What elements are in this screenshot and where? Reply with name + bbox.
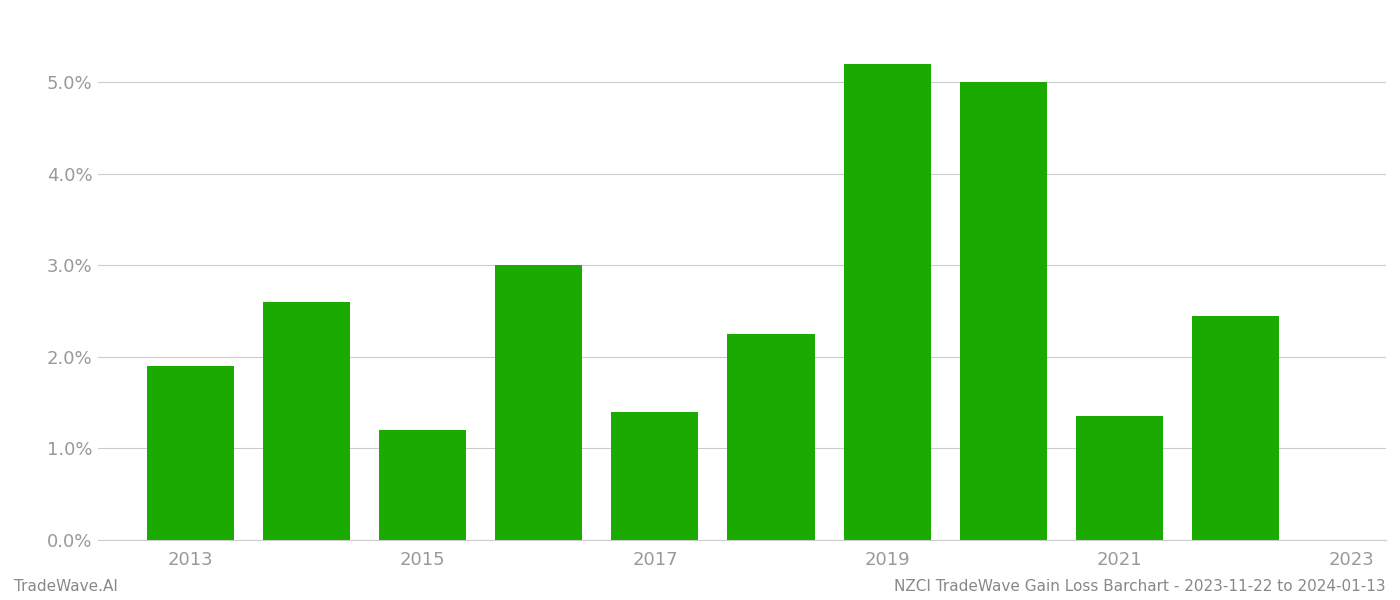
Bar <box>263 302 350 540</box>
Bar <box>959 82 1047 540</box>
Bar <box>612 412 699 540</box>
Bar <box>1075 416 1162 540</box>
Bar <box>844 64 931 540</box>
Bar <box>1191 316 1278 540</box>
Bar <box>379 430 466 540</box>
Text: TradeWave.AI: TradeWave.AI <box>14 579 118 594</box>
Text: NZCI TradeWave Gain Loss Barchart - 2023-11-22 to 2024-01-13: NZCI TradeWave Gain Loss Barchart - 2023… <box>895 579 1386 594</box>
Bar <box>147 366 234 540</box>
Bar <box>496 265 582 540</box>
Bar <box>728 334 815 540</box>
